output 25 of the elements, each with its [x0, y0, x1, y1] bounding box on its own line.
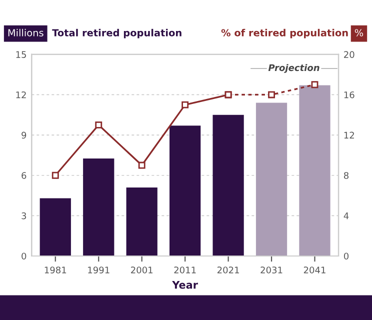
y-tick-label: 6 — [22, 172, 26, 179]
y2-tick-label: 12 — [344, 132, 354, 138]
y-tick-label: 9 — [22, 132, 26, 139]
x-axis-title: Year — [172, 281, 198, 289]
x-tick-label: 1981 — [44, 266, 66, 274]
x-tick-label: 2041 — [304, 266, 326, 274]
y2-tick-label: 16 — [344, 91, 354, 98]
x-tick-label: 2011 — [174, 266, 196, 274]
legend-label: Total retired population — [52, 28, 182, 38]
y-tick-label: 12 — [16, 91, 26, 98]
y-tick-label: 3 — [22, 212, 26, 220]
y2-tick-label: 8 — [344, 172, 349, 179]
y2-axis-title: % — [354, 29, 364, 36]
y-tick-label: 0 — [22, 252, 26, 260]
y2-tick-label: 20 — [344, 51, 354, 58]
x-tick-label: 2001 — [131, 266, 152, 274]
y2-tick-label: 4 — [344, 212, 349, 220]
text: % of retired population — [221, 28, 348, 38]
x-tick-label: 2031 — [260, 266, 282, 274]
x-tick-label: 1991 — [88, 266, 110, 274]
y-axis-title: Millions — [8, 28, 44, 36]
y2-tick-label: 0 — [344, 252, 349, 260]
y-tick-label: 15 — [16, 51, 26, 58]
x-tick-label: 2021 — [217, 266, 239, 274]
annotation: Projection — [268, 64, 320, 73]
